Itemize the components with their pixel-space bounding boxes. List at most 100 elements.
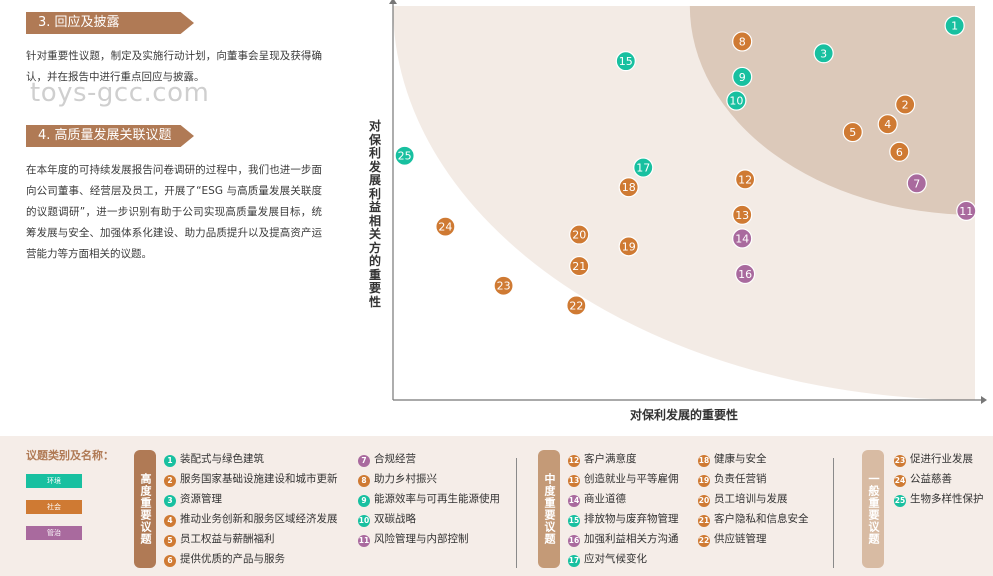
chart-point: 10 (726, 90, 747, 111)
chart-point-marker (618, 236, 639, 257)
legend-item-badge: 1 (164, 455, 176, 467)
materiality-matrix: 1234567891011121314151617181920212223242… (389, 0, 987, 404)
chart-point: 16 (735, 263, 756, 285)
legend-item: 2 服务国家基础设施建设和城市更新 (164, 472, 338, 487)
chart-point: 22 (566, 295, 587, 316)
section-4-text: 在本年度的可持续发展报告问卷调研的过程中，我们也进一步面向公司董事、经营层及员工… (26, 164, 322, 260)
chart-point-marker (735, 263, 756, 285)
chart-point-label: 5 (849, 126, 856, 139)
legend-item: 3 资源管理 (164, 492, 222, 507)
legend-item-badge: 11 (358, 535, 370, 547)
chart-point-marker (566, 295, 587, 316)
legend-item-badge: 9 (358, 495, 370, 507)
legend-item-label: 公益慈善 (910, 473, 952, 485)
legend-item-badge: 4 (164, 515, 176, 527)
chart-point: 13 (732, 204, 753, 225)
legend-item: 15 排放物与废弃物管理 (568, 512, 679, 527)
legend-item: 4 推动业务创新和服务区域经济发展 (164, 512, 338, 527)
chart-point-label: 12 (738, 173, 752, 186)
chart-point-marker (732, 228, 753, 249)
legend-swatch-society: 社会 (26, 500, 82, 514)
chart-point: 4 (877, 114, 898, 135)
chart-point-label: 9 (739, 71, 746, 84)
legend-item-badge: 10 (358, 515, 370, 527)
legend-item-badge: 12 (568, 455, 580, 467)
legend-item: 23 促进行业发展 (894, 452, 973, 467)
legend-item: 5 员工权益与薪酬福利 (164, 532, 275, 547)
legend-divider (833, 458, 834, 568)
legend-item-label: 促进行业发展 (910, 453, 973, 465)
chart-point-label: 1 (951, 20, 958, 33)
legend-item-label: 生物多样性保护 (910, 493, 984, 505)
chart-point-label: 10 (729, 95, 743, 108)
legend-item: 6 提供优质的产品与服务 (164, 552, 285, 567)
y-axis-arrow (389, 0, 397, 4)
legend-item-label: 推动业务创新和服务区域经济发展 (180, 513, 338, 525)
legend-item: 19 负责任营销 (698, 472, 767, 487)
legend-item-label: 员工培训与发展 (714, 493, 788, 505)
legend-item: 24 公益慈善 (894, 472, 952, 487)
chart-point: 14 (732, 228, 753, 249)
chart-point-marker (569, 224, 590, 245)
watermark: toys-gcc.com (30, 78, 210, 108)
chart-point-label: 6 (896, 146, 903, 159)
legend-item-badge: 3 (164, 495, 176, 507)
chart-point: 23 (493, 275, 514, 296)
chart-point-marker (732, 204, 753, 225)
legend-item-label: 供应链管理 (714, 533, 767, 545)
chart-point-label: 23 (497, 280, 511, 293)
high-importance-zone (689, 6, 975, 215)
legend-item-badge: 13 (568, 475, 580, 487)
chart-point-label: 15 (619, 55, 633, 68)
chart-point-label: 17 (636, 162, 650, 175)
chart-point-label: 2 (902, 99, 909, 112)
chart-point-label: 20 (572, 229, 586, 242)
chart-point-marker (569, 255, 590, 277)
group-tag-high: 高度重要议题 (134, 450, 156, 568)
legend-item-label: 服务国家基础设施建设和城市更新 (180, 473, 338, 485)
legend-item-label: 健康与安全 (714, 453, 767, 465)
chart-point: 24 (435, 216, 456, 237)
chart-point-marker (877, 114, 898, 135)
chart-point-label: 19 (622, 240, 636, 253)
chart-point-label: 7 (913, 177, 920, 190)
chart-point: 7 (906, 173, 927, 194)
chart-point-label: 22 (569, 299, 583, 312)
chart-point: 2 (895, 94, 916, 115)
chart-point: 25 (394, 145, 415, 166)
chart-point: 17 (633, 157, 654, 178)
chart-point: 1 (944, 15, 965, 36)
legend-item-badge: 25 (894, 495, 906, 507)
chart-point-marker (813, 43, 834, 64)
chart-point: 20 (569, 224, 590, 245)
chart-point-marker (726, 90, 747, 111)
section-4-banner: 4. 高质量发展关联议题 (26, 125, 194, 147)
legend-item-badge: 18 (698, 455, 710, 467)
chart-point-label: 24 (438, 221, 452, 234)
chart-point-label: 8 (739, 35, 746, 48)
legend-item: 13 创造就业与平等雇佣 (568, 472, 679, 487)
chart-point: 21 (569, 255, 590, 277)
chart-point: 18 (618, 177, 639, 198)
chart-point: 19 (618, 236, 639, 257)
chart-point-label: 3 (820, 47, 827, 60)
chart-point-label: 18 (622, 181, 636, 194)
chart-point-marker (732, 31, 753, 52)
legend-item-badge: 23 (894, 455, 906, 467)
legend-item-label: 排放物与废弃物管理 (584, 513, 679, 525)
legend-item-badge: 7 (358, 455, 370, 467)
section-3-banner: 3. 回应及披露 (26, 12, 194, 34)
chart-point-marker (906, 173, 927, 194)
x-axis-label: 对保利发展的重要性 (630, 408, 739, 422)
chart-point-marker (944, 15, 965, 36)
legend-item-badge: 15 (568, 515, 580, 527)
legend-item: 9 能源效率与可再生能源使用 (358, 492, 500, 507)
legend-swatch-environment: 环境 (26, 474, 82, 488)
legend-item-label: 资源管理 (180, 493, 222, 505)
chart-point-marker (735, 169, 756, 190)
chart-point-label: 25 (398, 150, 412, 163)
legend-item: 21 客户隐私和信息安全 (698, 512, 809, 527)
chart-point-marker (435, 216, 456, 237)
legend-title: 议题类别及名称： (26, 449, 114, 462)
chart-point-marker (633, 157, 654, 178)
